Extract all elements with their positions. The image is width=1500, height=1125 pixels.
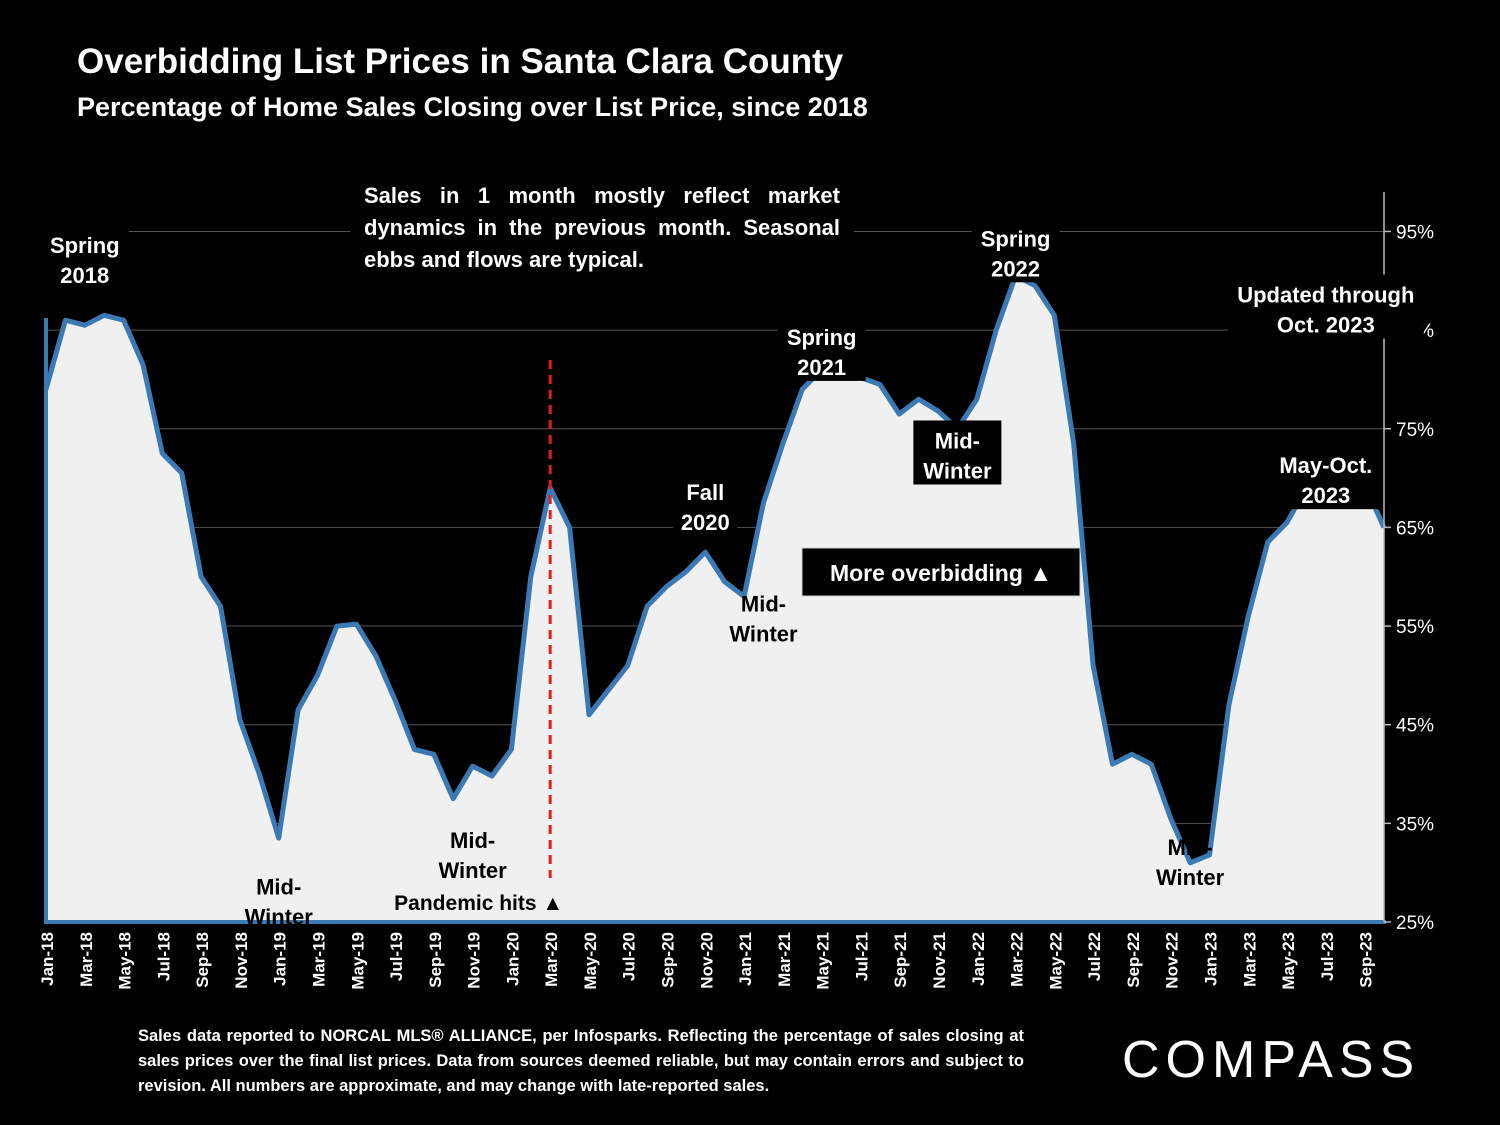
x-tick-label: Jul-21 — [852, 932, 871, 981]
x-tick-label: Nov-21 — [930, 932, 949, 989]
annotation-line: Mid- — [741, 591, 786, 616]
annotation-label: Updated through Oct. 2023 — [1237, 282, 1414, 337]
x-tick-label: Jan-21 — [736, 932, 755, 986]
annotation-line: Spring — [981, 226, 1051, 251]
x-tick-label: Mar-23 — [1240, 932, 1259, 987]
annotation-bg — [777, 316, 866, 381]
annotation-label: May-Oct. 2023 — [1279, 453, 1372, 508]
annotation-line: Spring — [321, 559, 391, 584]
x-tick-label: May-23 — [1279, 932, 1298, 990]
x-tick-label: Sep-21 — [891, 932, 910, 988]
annotation-line: 2020 — [681, 510, 730, 535]
x-tick-label: Jul-23 — [1318, 932, 1337, 981]
y-tick-label: 65% — [1396, 518, 1434, 539]
x-tick-label: Nov-20 — [697, 932, 716, 989]
x-tick-label: Mar-18 — [77, 932, 96, 987]
x-tick-label: Jan-23 — [1201, 932, 1220, 986]
annotation-line: Spring — [50, 233, 120, 258]
annotation-label: Mid- Winter — [438, 828, 507, 883]
pandemic-label: Pandemic hits ▲ — [394, 892, 563, 915]
x-tick-label: Jan-18 — [38, 932, 57, 986]
annotation-line: 2023 — [1301, 483, 1350, 508]
y-tick-label: 25% — [1396, 913, 1434, 934]
x-tick-label: Nov-19 — [465, 932, 484, 989]
x-tick-labels: Jan-18 Mar-18 May-18 Jul-18 Sep-18 Nov-18 Jan-… — [38, 932, 1376, 990]
annotation-line: Winter — [1156, 865, 1225, 890]
annotation-bg — [1227, 274, 1424, 339]
annotation-line: 2018 — [60, 263, 109, 288]
annotation-line: Winter — [923, 458, 992, 483]
y-tick-label: 45% — [1396, 716, 1434, 737]
x-tick-label: Sep-18 — [193, 932, 212, 988]
annotation-line: Winter — [729, 621, 798, 646]
annotation-line: Mid- — [1167, 835, 1212, 860]
area-fill — [46, 275, 1384, 922]
x-tick-label: May-19 — [348, 932, 367, 990]
annotation-line: Winter — [245, 904, 314, 929]
overbidding-label: More overbidding ▲ — [830, 560, 1052, 586]
annotation-bg — [673, 471, 738, 536]
annotation-label: Mid- Winter — [245, 874, 314, 929]
x-tick-label: Sep-19 — [426, 932, 445, 988]
x-tick-label: Jan-19 — [271, 932, 290, 986]
annotation-line: May-Oct. — [1279, 453, 1372, 478]
x-tick-label: Jul-20 — [620, 932, 639, 981]
annotation-label: Spring 2018 — [50, 233, 120, 288]
series-line — [43, 273, 1387, 866]
chart-title: Overbidding List Prices in Santa Clara C… — [77, 42, 844, 81]
x-tick-label: Mar-19 — [309, 932, 328, 987]
series-area — [43, 273, 1387, 922]
x-tick-label: Jul-22 — [1085, 932, 1104, 981]
annotation-label: Spring 2019 — [321, 559, 391, 614]
x-tick-label: May-18 — [116, 932, 135, 990]
chart-note: Sales in 1 month mostly reflect market d… — [350, 180, 854, 276]
annotation-label: Spring 2021 — [787, 325, 857, 380]
x-tick-label: Mar-21 — [775, 932, 794, 987]
annotation-label: Mid- Winter — [1156, 835, 1225, 890]
x-tick-label: Mar-20 — [542, 932, 561, 987]
annotation-label: Mid- Winter — [729, 591, 798, 646]
annotation-line: Oct. 2023 — [1277, 312, 1375, 337]
overbidding-box — [801, 547, 1081, 597]
annotation-line: 2021 — [797, 355, 846, 380]
annotation-line: Mid- — [450, 828, 495, 853]
annotation-line: Updated through — [1237, 282, 1414, 307]
annotation-label: Fall 2020 — [681, 480, 730, 535]
x-tick-label: Nov-22 — [1163, 932, 1182, 989]
annotation-line: 2019 — [332, 589, 381, 614]
annotation-line: Winter — [438, 858, 507, 883]
y-tick-label: 35% — [1396, 814, 1434, 835]
x-tick-label: Sep-22 — [1124, 932, 1143, 988]
x-tick-label: Jan-22 — [969, 932, 988, 986]
y-tick-label: 95% — [1396, 222, 1434, 243]
x-tick-label: Nov-18 — [232, 932, 251, 989]
y-tick-label: 55% — [1396, 617, 1434, 638]
x-tick-label: May-22 — [1046, 932, 1065, 990]
annotation-bg — [40, 225, 129, 290]
annotation-bg — [971, 218, 1060, 283]
annotation-line: Mid- — [935, 428, 980, 453]
x-tick-label: Jan-20 — [503, 932, 522, 986]
annotation-line: Spring — [787, 325, 857, 350]
chart-subtitle: Percentage of Home Sales Closing over Li… — [77, 92, 868, 122]
x-tick-label: Sep-20 — [659, 932, 678, 988]
annotation-line: Mid- — [256, 874, 301, 899]
footnote: Sales data reported to NORCAL MLS® ALLIA… — [138, 1027, 1024, 1095]
x-tick-label: May-21 — [814, 932, 833, 990]
x-tick-label: Jul-18 — [154, 932, 173, 981]
annotation-line: 2022 — [991, 256, 1040, 281]
annotation-label: Mid- Winter — [923, 428, 992, 483]
compass-logo: COMPASS — [1122, 1031, 1421, 1089]
annotation-label: Spring 2022 — [981, 226, 1051, 281]
x-tick-label: Sep-23 — [1357, 932, 1376, 988]
x-tick-label: Jul-19 — [387, 932, 406, 981]
annotations: Spring 2018 Mid- Winter Spring 2019 Mid- Winter… — [40, 218, 1424, 929]
y-tick-label: 75% — [1396, 420, 1434, 441]
x-tick-label: Mar-22 — [1008, 932, 1027, 987]
annotation-bg — [913, 420, 1002, 485]
annotation-line: Fall — [686, 480, 724, 505]
annotation-bg — [1269, 445, 1382, 510]
x-tick-label: May-20 — [581, 932, 600, 990]
